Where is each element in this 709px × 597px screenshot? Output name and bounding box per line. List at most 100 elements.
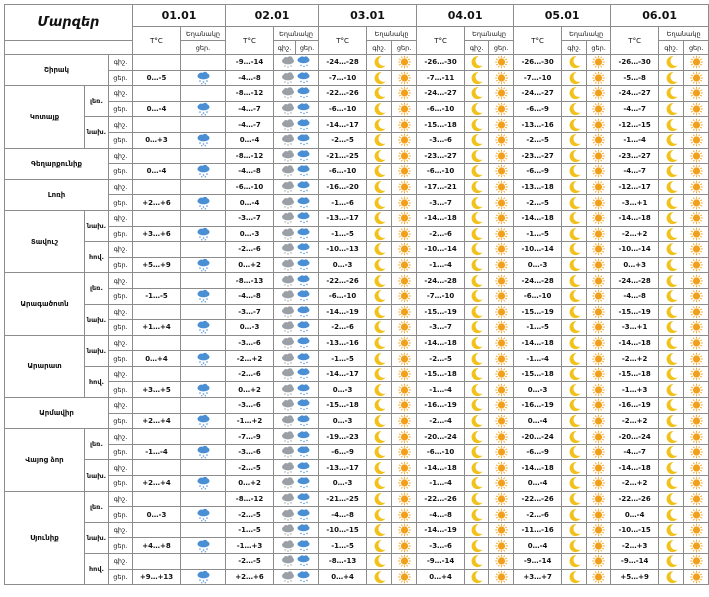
moon-icon	[464, 475, 490, 492]
moon-icon	[366, 194, 393, 211]
temperature-value: -9…-14	[426, 557, 455, 566]
moon-icon	[366, 303, 393, 321]
temperature-value: -6…-10	[426, 448, 455, 457]
forecast-row: ցեր. +2…+4 -1…+2 0…-3 -2…-4 0…-4 -2…+2	[5, 412, 709, 430]
sun-icon	[683, 319, 709, 336]
moon-icon	[561, 209, 588, 227]
temperature-value: -6…-9	[526, 105, 549, 114]
moon-icon	[464, 350, 490, 367]
temperature-cell: 0…+4	[416, 568, 466, 586]
time-of-day: ցեր.	[113, 541, 128, 550]
sun-icon	[391, 287, 418, 305]
empty-icon-cell	[179, 365, 227, 383]
sun-icon	[586, 100, 612, 118]
temperature-value: -3…-6	[238, 338, 261, 347]
snow-cloud-icon	[179, 412, 227, 430]
moon-icon	[658, 54, 685, 71]
temperature-cell: -14…-18	[416, 334, 466, 352]
snow-cloud-icon	[179, 69, 227, 87]
moon-icon	[464, 178, 490, 196]
temperature-cell: 0…+3	[132, 131, 181, 149]
temperature-cell: -2…+3	[610, 537, 660, 554]
temperature-value: -1…-5	[526, 229, 549, 238]
snow-cloud-icon	[179, 319, 227, 336]
temperature-value: -15…-19	[424, 307, 457, 316]
temperature-cell: -16…-19	[610, 397, 660, 414]
time-of-day: ցեր.	[113, 105, 128, 114]
temperature-value: +2…+6	[142, 198, 171, 207]
moon-icon	[464, 256, 490, 274]
temperature-cell: -13…-17	[318, 459, 368, 477]
sun-icon	[391, 350, 418, 367]
temperature-cell: -2…-5	[416, 350, 466, 367]
day-label-header: ցեր.	[295, 40, 320, 55]
temperature-cell: -3…-6	[225, 443, 275, 461]
moon-icon	[658, 381, 685, 399]
sun-icon	[488, 69, 515, 87]
temperature-value: -3…-7	[238, 214, 261, 223]
moon-icon	[561, 334, 588, 352]
temperature-value: -3…-7	[429, 198, 452, 207]
temperature-cell	[132, 241, 181, 258]
snow-cloud-icon	[179, 100, 227, 118]
sun-icon	[391, 397, 418, 414]
temperature-value: -13…-17	[326, 463, 359, 472]
day-date: 02.01	[254, 9, 290, 22]
temperature-cell: -1…-5	[513, 225, 563, 243]
temperature-value: -4…-8	[238, 73, 261, 82]
time-of-day: գիշ.	[113, 307, 128, 316]
night-label: գիշ.	[372, 43, 386, 52]
temperature-value: -2…+2	[621, 229, 648, 238]
temperature-cell: -10…-14	[416, 241, 466, 258]
temperature-cell: -26…-30	[416, 54, 466, 71]
moon-icon	[464, 412, 490, 430]
temperature-cell	[132, 147, 181, 165]
temperature-value: -6…-10	[328, 167, 357, 176]
temperature-value: -1…-4	[429, 385, 452, 394]
temperature-cell: 0…-4	[132, 163, 181, 180]
temperature-cell: 0…-4	[132, 100, 181, 118]
temperature-value: +2…+4	[142, 479, 171, 488]
temperature-value: -6…-10	[235, 183, 264, 192]
temperature-value: -2…-4	[429, 416, 452, 425]
temperature-value: -4…-8	[429, 510, 452, 519]
temperature-cell: +9…+13	[132, 568, 181, 586]
subregion-name: լեռ.	[90, 440, 103, 449]
snow-cloud-icon	[179, 131, 227, 149]
moon-icon	[464, 553, 490, 570]
sun-icon	[488, 475, 515, 492]
temperature-cell: -13…-17	[318, 209, 368, 227]
temperature-value: -23…-27	[618, 151, 651, 160]
temperature-cell: 0…+2	[225, 256, 275, 274]
sun-icon	[586, 521, 612, 539]
sun-icon	[391, 365, 418, 383]
temperature-value: -13…-16	[521, 120, 554, 129]
empty-icon-cell	[179, 490, 227, 508]
temperature-cell: -20…-24	[610, 428, 660, 445]
temperature-cell: -19…-23	[318, 428, 368, 445]
forecast-row: ցեր. +3…+6 0…-3 -1…-5 -2…-6 -1…-5 -2…+2	[5, 225, 709, 243]
empty-icon-cell	[179, 553, 227, 570]
subregion-name: հով.	[89, 565, 104, 574]
sun-icon	[488, 397, 515, 414]
temperature-value: -2…-6	[238, 370, 261, 379]
subregion-name: նախ.	[86, 128, 107, 137]
temperature-value: -11…-16	[521, 526, 554, 535]
temperature-cell: +1…+4	[132, 319, 181, 336]
snow-cloud-icon	[273, 412, 320, 430]
temperature-cell: -4…-8	[225, 69, 275, 87]
temperature-cell: 0…-4	[610, 506, 660, 523]
temperature-value: -16…-19	[424, 401, 457, 410]
snow-cloud-icon	[179, 194, 227, 211]
temperature-value: -2…-6	[238, 245, 261, 254]
temperature-value: -2…-5	[331, 136, 354, 145]
subregion-cell: նախ.	[84, 459, 109, 492]
temperature-cell: 0…+3	[610, 256, 660, 274]
time-of-day-cell: գիշ.	[108, 459, 133, 477]
sun-icon	[391, 459, 418, 477]
temperature-value: 0…+2	[238, 385, 261, 394]
temperature-value: -1…-4	[145, 448, 168, 457]
temperature-value: -2…-5	[238, 557, 261, 566]
moon-icon	[658, 272, 685, 289]
temperature-cell: 0…-3	[318, 475, 368, 492]
